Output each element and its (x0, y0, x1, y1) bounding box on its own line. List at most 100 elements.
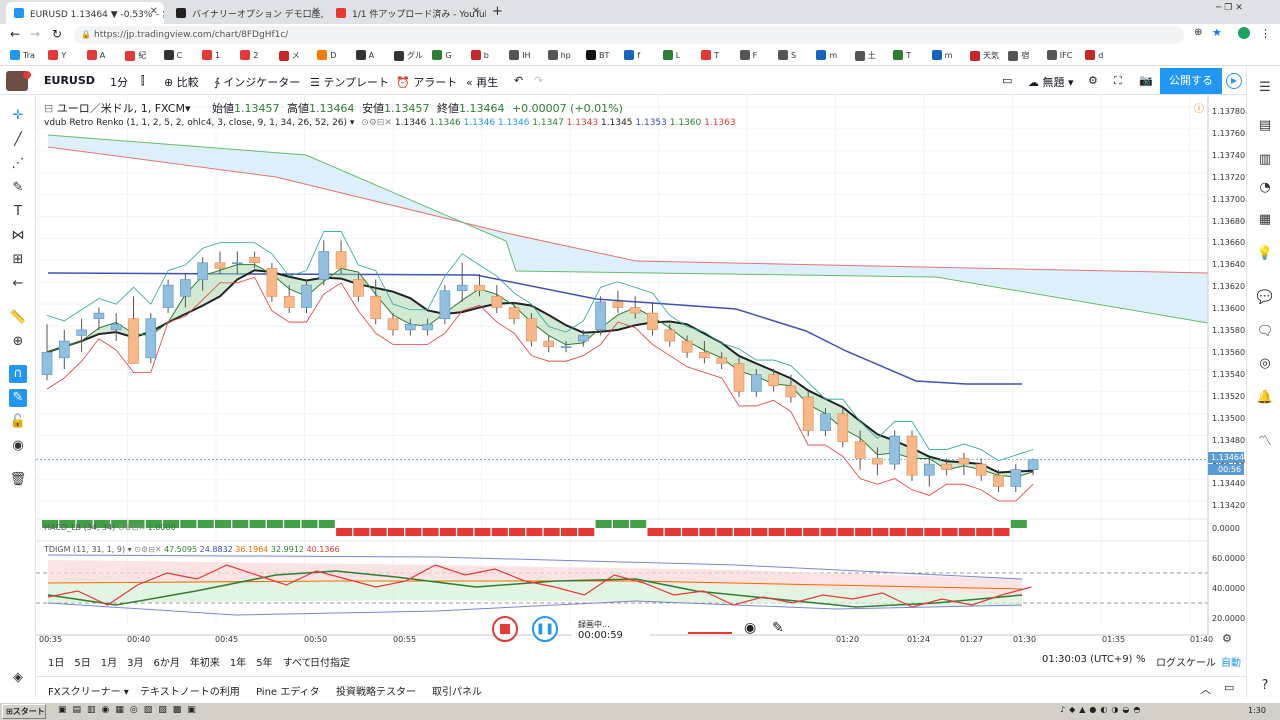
brush-icon[interactable]: ✎ (12, 180, 24, 195)
forward-icon[interactable]: → (30, 27, 41, 41)
close-tab-icon[interactable]: ✕ (149, 6, 158, 17)
range-button[interactable]: 年初来 (189, 658, 220, 669)
bookmark-item[interactable]: 紀 (125, 50, 146, 61)
hacd-name[interactable]: HACD_LB (34, 34) (44, 523, 116, 532)
pattern-icon[interactable]: ⋈ (11, 228, 25, 243)
interval-button[interactable]: 1分 (110, 76, 128, 89)
alert-button[interactable]: ⏰ アラート (396, 74, 457, 90)
range-button[interactable]: 1月 (100, 658, 118, 669)
bookmark-item[interactable]: F (739, 50, 757, 60)
reload-icon[interactable]: ↻ (52, 27, 63, 41)
bookmark-item[interactable]: メ (278, 50, 300, 61)
bookmark-item[interactable]: Y (48, 50, 66, 60)
trend-line-icon[interactable]: ╱ (14, 132, 22, 147)
axis-settings-icon[interactable]: ⚙ (1222, 632, 1232, 645)
bookmark-item[interactable]: IFC (1046, 50, 1072, 60)
indicators-button[interactable]: ∱ インジケーター (214, 74, 300, 90)
symbol-title[interactable]: ユーロ／米ドル, 1, FXCM (56, 102, 185, 115)
user-avatar[interactable] (6, 71, 28, 91)
maximize-panel-icon[interactable]: ▭ (1224, 681, 1235, 694)
window-controls[interactable]: ─ ❐ ✕ (1216, 3, 1243, 13)
panel-tab-strategy-tester[interactable]: 投資戦略テスター (336, 687, 416, 698)
range-button[interactable]: 3月 (127, 658, 144, 669)
pen-icon[interactable]: ✎ (772, 620, 784, 636)
date-range-button[interactable]: 日付指定 (310, 658, 350, 669)
log-scale-toggle[interactable]: ログスケール (1156, 658, 1216, 669)
news-icon[interactable]: ▤ (1258, 118, 1272, 133)
bookmark-item[interactable]: A (86, 50, 105, 60)
menu-icon[interactable]: ⋮ (1260, 27, 1271, 40)
bookmark-item[interactable]: 天気 (970, 50, 999, 61)
bookmark-item[interactable]: m (931, 50, 952, 60)
url-field[interactable]: 🔒 https://jp.tradingview.com/chart/8FDgH… (74, 26, 1184, 44)
play-circle-icon[interactable]: ▶ (1226, 73, 1242, 89)
redo-icon[interactable]: ↷ (534, 74, 544, 87)
bookmark-item[interactable]: C (163, 50, 182, 60)
clock-display[interactable]: 01:30:03 (UTC+9) (1042, 654, 1133, 665)
crosshair-icon[interactable]: ✛ (12, 108, 24, 123)
back-icon[interactable]: ← (10, 27, 21, 41)
messages-icon[interactable]: 🗨 (1256, 324, 1274, 339)
bookmark-item[interactable]: IH (509, 50, 531, 60)
indicator-name[interactable]: vdub Retro Renko (1, 1, 2, 5, 2, ohlc4, … (44, 118, 348, 128)
bookmark-item[interactable]: 2 (240, 50, 258, 60)
hacd-controls-icon[interactable]: ⊙⚙⊟✕ (117, 523, 146, 532)
lock-drawing-icon[interactable]: 🔓 (9, 414, 27, 429)
new-tab-button[interactable]: + (492, 4, 503, 19)
undo-icon[interactable]: ↶ (514, 74, 524, 87)
price-chart[interactable] (36, 95, 1246, 647)
bookmark-item[interactable]: T (701, 50, 719, 60)
bookmark-item[interactable]: 土 (854, 50, 876, 61)
browser-tab-tradingview[interactable]: EURUSD 1.13464 ▼ -0.53% – 無題 ✕ (6, 2, 164, 24)
bookmark-item[interactable]: b (470, 50, 489, 60)
taskbar-app-icons[interactable]: ▣▤▥◉▦◎▧▨▩▣ (58, 705, 202, 715)
layout-icon[interactable]: ▭ (1002, 74, 1013, 87)
webcam-icon[interactable]: ◉ (744, 620, 757, 636)
forecast-icon[interactable]: ⊞ (12, 252, 24, 267)
compare-button[interactable]: ⊕ 比較 (164, 74, 199, 90)
bell-icon[interactable]: 🔔 (1256, 390, 1274, 405)
range-button[interactable]: 6か月 (153, 658, 180, 669)
hotlist-icon[interactable]: ▥ (1258, 152, 1272, 167)
bookmark-item[interactable]: Tra (10, 50, 35, 60)
chat-icon[interactable]: 💬 (1256, 290, 1274, 305)
bookmark-item[interactable]: G (432, 50, 452, 60)
star-icon[interactable]: ★ (1212, 26, 1222, 39)
tdigm-controls-icon[interactable]: ⊙⚙⊟✕ (134, 545, 162, 554)
warning-icon[interactable]: ⓘ (1194, 104, 1204, 115)
stop-record-button[interactable] (492, 616, 518, 642)
fib-icon[interactable]: ⋰ (11, 156, 25, 171)
bookmark-item[interactable]: T (893, 50, 911, 60)
save-layout-button[interactable]: ☁ 無題 ▾ (1028, 76, 1074, 89)
trend-icon[interactable]: 〽 (1258, 434, 1272, 449)
browser-tab-youtube[interactable]: 1/1 件アップロード済み - YouTube ✕ (328, 2, 486, 24)
zoom-icon[interactable]: ⊕ (12, 334, 24, 349)
trash-icon[interactable]: 🗑 (9, 472, 27, 487)
bookmark-item[interactable]: f (624, 50, 640, 60)
panel-tab-screener[interactable]: FXスクリーナー ▾ (48, 687, 129, 698)
collapse-panel-icon[interactable]: ︿ (1200, 683, 1211, 696)
collapse-icon[interactable]: ⊟ (44, 102, 57, 115)
replay-button[interactable]: « 再生 (466, 74, 498, 90)
bookmark-item[interactable]: m (816, 50, 837, 60)
start-button[interactable]: ⊞スタート (2, 704, 46, 719)
close-tab-icon[interactable]: ✕ (471, 6, 480, 17)
bookmark-item[interactable]: 1 (202, 50, 220, 60)
profile-avatar[interactable] (1238, 27, 1250, 39)
tdigm-name[interactable]: TDIGM (11, 31, 1, 9) (44, 545, 126, 554)
magnet-icon[interactable]: ∩ (9, 365, 27, 383)
pause-record-button[interactable]: ❚❚ (532, 616, 558, 642)
range-button[interactable]: 5日 (74, 658, 91, 669)
clock-icon[interactable]: ◔ (1259, 180, 1271, 195)
bookmark-item[interactable]: S (778, 50, 796, 60)
help-icon[interactable]: ? (1261, 678, 1269, 693)
browser-tab-binary[interactable]: バイナリーオプション デモ口座, バイナ ✕ (168, 2, 326, 24)
system-tray-icons[interactable]: ♪◆▲●◐◑◒◓ (1060, 705, 1145, 714)
panel-tab-text-notes[interactable]: テキストノートの利用 (140, 687, 240, 698)
templates-button[interactable]: ☰ テンプレート (310, 74, 389, 90)
stay-drawing-icon[interactable]: ✎ (9, 389, 27, 407)
watchlist-icon[interactable]: ☰ (1259, 80, 1271, 95)
symbol-search[interactable]: EURUSD (44, 74, 95, 87)
panel-tab-pine-editor[interactable]: Pine エディタ (256, 687, 320, 698)
auto-scale-toggle[interactable]: 自動 (1221, 658, 1241, 669)
